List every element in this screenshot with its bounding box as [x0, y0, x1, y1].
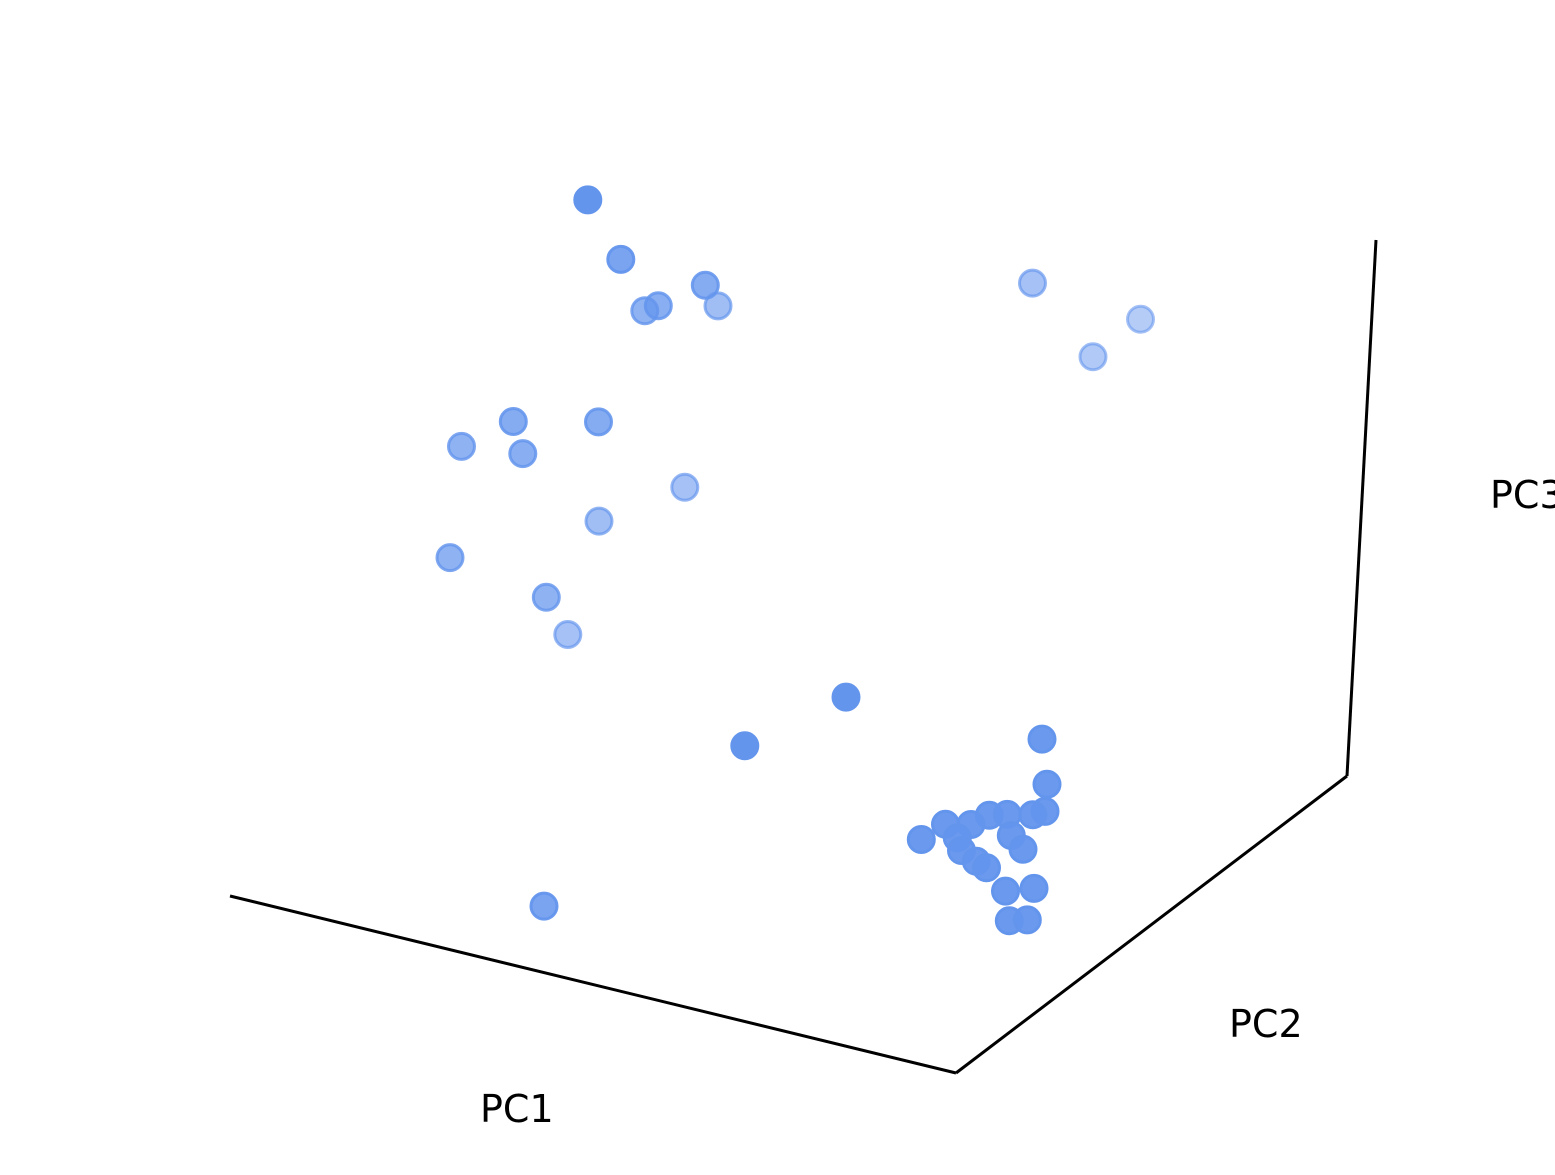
- pc2-axis-line: [955, 774, 1348, 1075]
- scatter-point: [670, 472, 700, 502]
- data-points: [435, 185, 1155, 936]
- scatter-point: [1018, 268, 1047, 298]
- z-axis-label: PC3: [1490, 473, 1555, 517]
- x-axis-label: PC1: [480, 1087, 554, 1131]
- scatter-point: [447, 431, 476, 461]
- y-axis-label: PC2: [1229, 1002, 1303, 1046]
- scatter-point: [1027, 724, 1057, 754]
- axis-labels: PC1 PC2 PC3: [480, 473, 1555, 1131]
- scatter-point: [1032, 769, 1062, 799]
- scatter-point: [1126, 304, 1155, 334]
- scatter-point: [531, 582, 561, 612]
- scatter-point: [606, 244, 636, 274]
- scatter-point: [584, 506, 614, 536]
- scatter-point: [730, 731, 760, 761]
- pc3-axis-line: [1345, 239, 1378, 777]
- scatter-point: [553, 620, 583, 649]
- axes: [229, 239, 1378, 1075]
- scatter-point: [690, 270, 720, 300]
- scatter-point: [703, 291, 733, 321]
- scatter-point: [573, 185, 603, 215]
- scatter-point: [1012, 905, 1042, 935]
- scatter-point: [1078, 342, 1108, 372]
- pc1-axis-line: [229, 894, 957, 1075]
- scatter-point: [435, 543, 465, 573]
- scatter-point: [584, 407, 613, 437]
- scatter-point: [643, 291, 673, 321]
- scatter-point: [831, 682, 861, 712]
- scatter-point: [991, 876, 1020, 906]
- scatter-point: [498, 407, 528, 436]
- scatter-point: [1008, 834, 1038, 864]
- scatter-point: [906, 825, 936, 854]
- scatter-point: [1018, 800, 1048, 830]
- scatter-point: [508, 439, 538, 469]
- scatter-point: [1019, 873, 1049, 903]
- scatter-point: [972, 853, 1001, 883]
- scatter-point: [529, 891, 559, 921]
